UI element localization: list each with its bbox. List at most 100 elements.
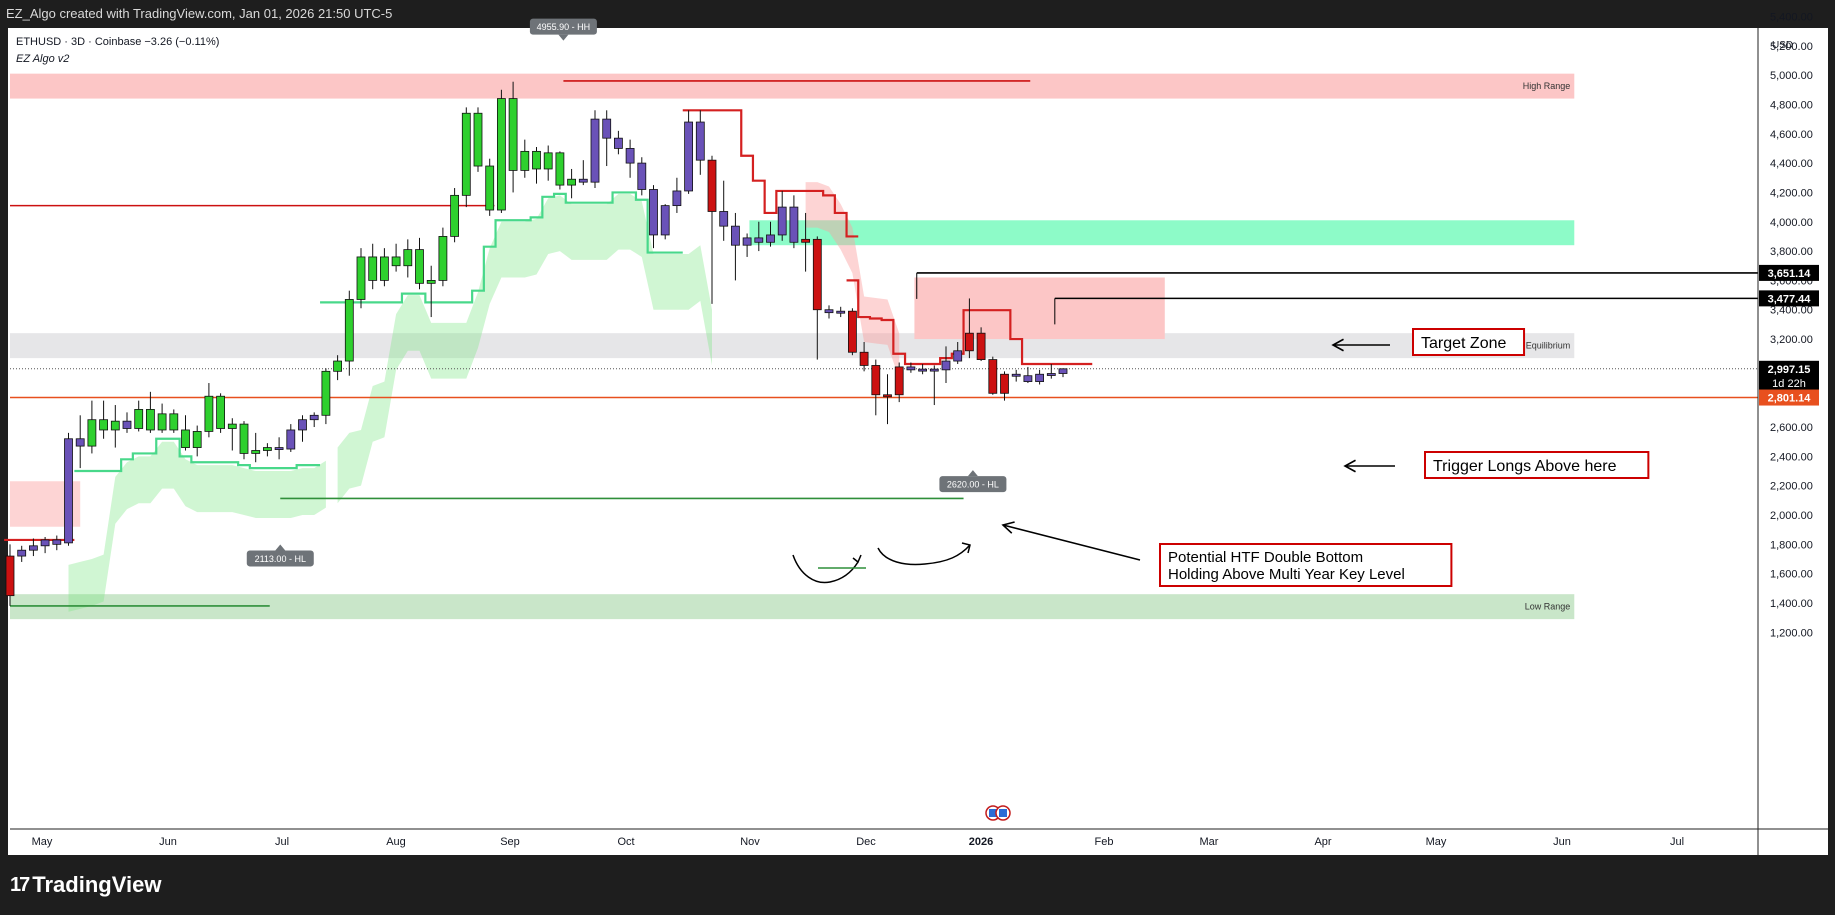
- trail-bear-3: [846, 279, 1093, 366]
- candle-body: [672, 190, 682, 207]
- price-tag: 2,997.15 1d 22h: [1759, 360, 1819, 391]
- y-tick-label: 2,000.00: [1770, 510, 1813, 522]
- candle-body: [379, 256, 389, 281]
- x-tick-label: Dec: [856, 836, 876, 848]
- candle-body: [1058, 368, 1068, 374]
- indicator-legend[interactable]: EZ Algo v2: [16, 53, 69, 65]
- candle-body: [649, 189, 658, 236]
- candle: [473, 107, 483, 172]
- x-tick-label: Mar: [1200, 836, 1219, 848]
- candle: [894, 362, 904, 403]
- candle: [660, 204, 670, 240]
- target-zone-label-box: [1412, 328, 1526, 356]
- candle-body: [906, 366, 916, 371]
- candle: [368, 243, 378, 290]
- double-bottom-arrow-shaft: [1002, 524, 1141, 561]
- target-zone-label: Target Zone: [1412, 328, 1526, 356]
- candle-body: [134, 409, 144, 429]
- x-tick-label: Sep: [500, 836, 520, 848]
- y-tick-label: 3,400.00: [1770, 305, 1813, 317]
- trigger-arrow-head: [1343, 459, 1356, 473]
- candle-body: [812, 238, 822, 311]
- candle: [438, 227, 448, 287]
- candle-body: [75, 438, 85, 447]
- candle: [52, 535, 62, 551]
- candle: [450, 188, 460, 243]
- candle-body: [461, 112, 471, 196]
- candle: [649, 185, 658, 249]
- candle: [415, 237, 424, 290]
- y-tick-label: 5,400.00: [1770, 11, 1813, 23]
- trail-bull-1: [74, 437, 321, 473]
- price-tag-bg: [1759, 389, 1819, 406]
- candle-body: [614, 137, 623, 149]
- candle-body: [894, 366, 904, 396]
- price-tag: 3,477.44: [1759, 290, 1819, 307]
- candle-body: [216, 395, 226, 429]
- tv-logo-icon: 17: [10, 874, 30, 896]
- price-tag-text: 2,801.14: [1768, 393, 1812, 405]
- candle: [578, 160, 588, 186]
- bull-cloud-1: [68, 441, 326, 612]
- candle-body: [87, 419, 97, 447]
- x-tick-label: May: [1426, 836, 1447, 848]
- zone-high-range: [10, 73, 1575, 99]
- tradingview-logo[interactable]: 17 TradingView: [10, 870, 161, 900]
- candle: [988, 356, 998, 395]
- candle-body: [590, 118, 600, 183]
- bottom-curve-2: [877, 544, 971, 566]
- x-tick-label: Oct: [617, 836, 634, 848]
- candle: [801, 212, 810, 272]
- pivot-label-pointer: [558, 34, 569, 41]
- double-bottom-label-line: Potential HTF Double Bottom: [1168, 549, 1363, 566]
- candle-body: [169, 413, 179, 431]
- candle: [134, 400, 144, 432]
- candle-body: [520, 150, 530, 171]
- candle: [344, 290, 354, 376]
- price-tag-text: 2,997.15: [1768, 364, 1811, 376]
- trail-bear-2: [682, 109, 859, 238]
- candle: [461, 107, 471, 208]
- candle: [321, 368, 331, 425]
- pivot-label-text: 2620.00 - HL: [947, 480, 999, 490]
- pivot-label: 4955.90 - HH: [529, 18, 597, 41]
- y-tick-label: 1,600.00: [1770, 569, 1813, 581]
- pivot-label-pointer: [275, 544, 286, 551]
- candle: [777, 190, 787, 241]
- candle: [532, 146, 541, 184]
- candle: [859, 341, 869, 372]
- x-tick-label: Apr: [1314, 836, 1331, 848]
- candle: [614, 130, 623, 155]
- candle: [157, 403, 167, 433]
- candle: [298, 415, 307, 442]
- chart-caption: EZ_Algo created with TradingView.com, Ja…: [6, 6, 393, 21]
- candle-body: [426, 280, 436, 284]
- chart-caption-bar: EZ_Algo created with TradingView.com, Ja…: [0, 0, 1835, 28]
- candle-body: [298, 419, 307, 431]
- x-tick-label: May: [32, 836, 53, 848]
- candle-body: [707, 159, 717, 212]
- double-bottom-label-box: [1159, 543, 1453, 587]
- candle-body: [555, 152, 565, 186]
- candle-body: [965, 332, 974, 352]
- candle-body: [789, 206, 799, 243]
- candle-body: [333, 360, 343, 372]
- symbol-legend[interactable]: ETHUSD · 3D · Coinbase −3.26 (−0.11%): [16, 36, 219, 48]
- candle: [965, 298, 974, 359]
- candle: [391, 243, 401, 272]
- candle-body: [356, 256, 366, 300]
- zone-label-high-range: High Range: [1523, 81, 1571, 91]
- y-tick-label: 1,400.00: [1770, 598, 1813, 610]
- candle-body: [40, 539, 50, 547]
- candle-body: [695, 121, 705, 161]
- candle: [169, 409, 179, 433]
- candle-body: [929, 368, 939, 372]
- candle: [590, 110, 600, 189]
- candle-body: [227, 423, 237, 429]
- candle: [333, 355, 343, 381]
- candle-body: [157, 413, 167, 431]
- candle: [836, 306, 846, 318]
- zone-supply-zone: [914, 277, 1165, 340]
- double-bottom-arrow: [1001, 521, 1141, 561]
